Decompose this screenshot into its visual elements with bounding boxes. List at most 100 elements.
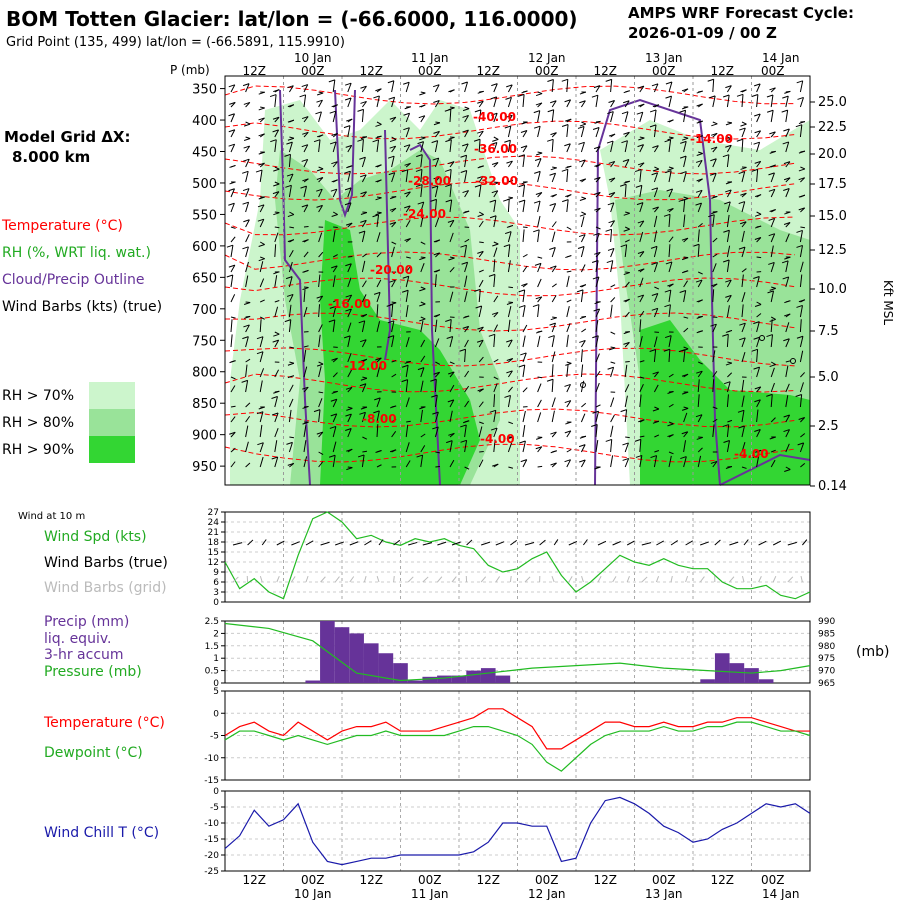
wind-barb xyxy=(478,356,484,363)
wind-barb-flag xyxy=(302,178,309,182)
wind-barb-flag xyxy=(593,308,600,312)
wind-barb-grid xyxy=(509,575,512,583)
temperature-line xyxy=(224,708,810,750)
wind-barb-flag xyxy=(637,294,644,298)
precip-bar xyxy=(744,668,759,683)
wind-barb xyxy=(624,442,629,453)
wind-barb-flag xyxy=(664,289,671,293)
wind-barb xyxy=(726,440,731,453)
wind-barb-flag xyxy=(696,120,703,124)
wind-barb xyxy=(464,349,467,363)
wind-barb xyxy=(362,450,368,453)
wind-barb xyxy=(741,441,746,453)
wind-barb-flag xyxy=(243,158,250,162)
wind-barb-flag xyxy=(357,454,365,458)
wind-barb-flag xyxy=(606,260,613,264)
wind-barb xyxy=(785,383,790,393)
wind-barb xyxy=(391,221,397,228)
wind-barb xyxy=(449,384,455,393)
wind-barb xyxy=(580,159,586,168)
wind-barb-flag xyxy=(460,244,467,248)
wind-barb xyxy=(318,251,324,258)
wind-barb-true xyxy=(787,541,797,546)
wind-barb-flag xyxy=(360,85,367,89)
wind-barb xyxy=(785,365,789,378)
wind-barb-flag xyxy=(607,202,614,206)
wind-barb xyxy=(566,169,569,183)
wind-barb-flag xyxy=(389,139,397,143)
wind-barb xyxy=(756,113,761,123)
wind-barb xyxy=(332,319,336,333)
wind-barb xyxy=(332,441,337,453)
wind-barb-flag xyxy=(359,411,366,415)
wind-barb-flag xyxy=(608,192,616,195)
wind-barb xyxy=(391,116,397,123)
wind-barb-flag xyxy=(387,155,395,159)
wind-barb-flag xyxy=(360,313,368,317)
wind-barb-flag xyxy=(561,78,568,82)
wind-barb xyxy=(259,411,264,423)
wind-barb xyxy=(712,379,715,393)
wind-barb xyxy=(785,95,789,108)
wind-barb xyxy=(726,259,730,273)
wind-barb-flag xyxy=(608,160,615,164)
wind-barb xyxy=(508,421,514,425)
wind-barb-flag xyxy=(287,104,295,108)
page-title: BOM Totten Glacier: lat/lon = (-66.6000,… xyxy=(6,7,578,31)
wind-barb xyxy=(726,334,729,348)
wind-barb-flag xyxy=(460,170,467,173)
wind-barb-flag xyxy=(577,125,585,129)
wind-barb xyxy=(668,349,671,363)
wind-barb xyxy=(566,275,570,288)
wind-barb xyxy=(303,94,307,108)
time-tick-label: 12Z xyxy=(243,873,267,887)
wind-barb-flag xyxy=(489,199,496,203)
y-tick-label: -5 xyxy=(210,732,219,742)
wind-barb-flag xyxy=(784,313,791,317)
wind-barb xyxy=(697,160,703,168)
calm-wind-marker xyxy=(790,358,796,364)
wind-barb-flag xyxy=(711,211,718,215)
wind-barb-flag xyxy=(754,429,761,432)
wind-barb xyxy=(756,211,762,215)
wind-barb-flag xyxy=(462,114,469,118)
wind-barb-flag xyxy=(564,459,571,463)
wind-barb-flag xyxy=(360,212,368,216)
wind-barb-flag xyxy=(375,179,382,183)
temperature-contour-label: -28.00 xyxy=(408,174,451,188)
wind-barb xyxy=(420,141,425,153)
wind-barb-flag xyxy=(506,436,514,440)
wind-barb xyxy=(245,462,251,468)
wind-barb xyxy=(493,383,498,393)
wind-barb xyxy=(610,284,616,288)
wind-barb xyxy=(522,130,528,138)
wind-barb-flag xyxy=(667,119,674,123)
wind-barb-flag xyxy=(345,294,352,298)
wind-barb xyxy=(595,439,599,453)
wind-barb xyxy=(347,352,352,363)
wind-barb-true xyxy=(451,541,461,546)
wind-barb xyxy=(274,275,278,288)
wind-barb-flag xyxy=(460,154,467,158)
wind-barb xyxy=(361,230,366,243)
wind-barb xyxy=(405,191,411,198)
wind-barb xyxy=(785,188,790,198)
wind-barb-flag xyxy=(681,373,689,377)
wind-barb-flag xyxy=(258,406,265,410)
wind-barb xyxy=(551,283,557,288)
wind-barb-flag xyxy=(329,305,336,309)
wind-barb xyxy=(303,306,308,318)
wind-barb-flag xyxy=(710,460,718,464)
wind-barb xyxy=(376,252,382,258)
time-tick-label: 12Z xyxy=(360,64,384,78)
wind-barb-flag xyxy=(520,352,527,356)
wind-barb xyxy=(245,380,249,393)
wind-barb xyxy=(726,279,732,288)
wind-barb-flag xyxy=(419,104,426,108)
wind-barb-flag xyxy=(621,111,629,115)
wind-barb xyxy=(362,191,367,198)
wind-barb xyxy=(537,200,541,213)
wind-barb-flag xyxy=(345,308,352,312)
wind-barb xyxy=(668,214,671,228)
